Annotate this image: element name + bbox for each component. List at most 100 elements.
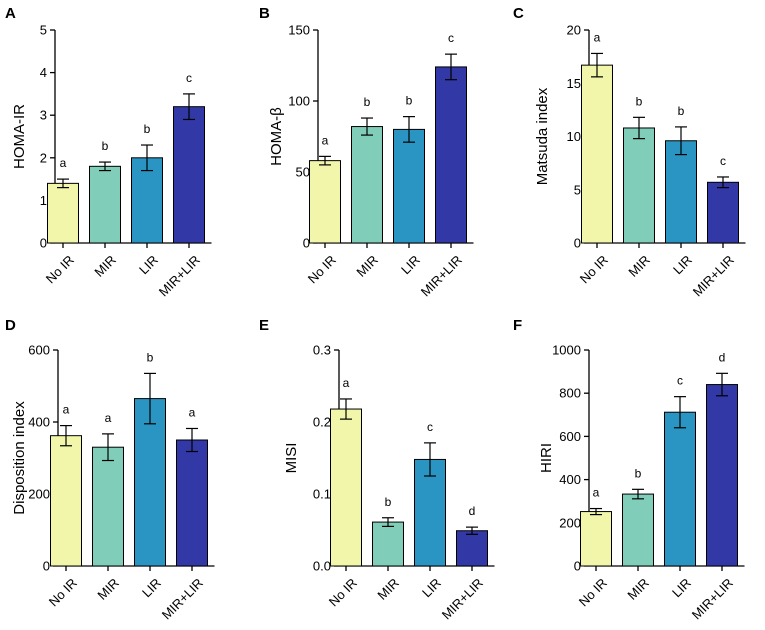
- x-tick-label-mir-lir: MIR+LIR: [439, 575, 486, 622]
- significance-label: b: [385, 495, 392, 509]
- y-tick-label: 3: [40, 108, 47, 123]
- bar-no-ir: [580, 511, 612, 567]
- panel-a: A 0 1 2 3 4 5 HOMA-IR a No IR b MIR b LIR c MIR+LIR: [5, 5, 212, 299]
- x-tick-label-mir-lir: MIR+LIR: [418, 252, 465, 299]
- x-tick-label-lir: LIR: [670, 252, 695, 277]
- panel-letter: F: [513, 317, 522, 334]
- y-tick-label: 0.1: [313, 487, 331, 502]
- bar-mir-lir: [707, 181, 739, 244]
- bar-lir: [664, 411, 696, 567]
- y-axis-label: HOMA-β: [268, 107, 285, 166]
- x-tick-label-mir-lir: MIR+LIR: [689, 575, 736, 622]
- bar-no-ir: [581, 64, 613, 244]
- significance-label: a: [63, 403, 70, 417]
- y-tick-label: 10: [567, 129, 581, 144]
- y-tick-label: 0.2: [313, 415, 331, 430]
- x-tick-label-lir: LIR: [419, 575, 444, 600]
- y-tick-label: 0.0: [313, 559, 331, 574]
- bar-mir: [92, 446, 124, 567]
- x-tick-label-mir: MIR: [625, 252, 652, 279]
- y-tick-label: 50: [296, 165, 310, 180]
- bar-mir: [89, 165, 121, 244]
- panel-d: D 0 200 400 600 Disposition index a No IR a MIR b L…: [5, 317, 215, 622]
- significance-label: d: [469, 504, 476, 518]
- y-tick-label: 1000: [552, 343, 581, 358]
- x-tick-label-mir-lir: MIR+LIR: [690, 252, 737, 299]
- y-tick-label: 200: [28, 487, 50, 502]
- x-tick-label-mir-lir: MIR+LIR: [156, 252, 203, 299]
- y-tick-label: 0: [303, 236, 310, 251]
- significance-label: c: [720, 154, 726, 168]
- y-axis-label: MISI: [283, 443, 300, 474]
- bar-mir-lir: [435, 66, 467, 244]
- bar-lir: [414, 458, 446, 567]
- panel-letter: C: [513, 5, 524, 22]
- y-axis-label: Disposition index: [11, 401, 28, 515]
- significance-label: a: [322, 133, 329, 147]
- bar-mir: [351, 126, 383, 244]
- y-axis-label: HOMA-IR: [11, 104, 28, 169]
- panel-letter: A: [5, 5, 16, 22]
- significance-label: c: [427, 420, 433, 434]
- x-tick-label-no-ir: No IR: [46, 575, 80, 609]
- y-tick-label: 5: [574, 182, 581, 197]
- significance-label: a: [60, 156, 67, 170]
- bar-lir: [134, 398, 166, 567]
- x-tick-label-no-ir: No IR: [326, 575, 360, 609]
- bar-mir-lir: [706, 384, 738, 567]
- x-tick-label-lir: LIR: [139, 575, 164, 600]
- bar-lir: [665, 140, 697, 244]
- significance-label: b: [678, 104, 685, 118]
- y-tick-label: 400: [559, 472, 581, 487]
- x-tick-label-no-ir: No IR: [576, 575, 610, 609]
- x-tick-label-lir: LIR: [669, 575, 694, 600]
- bar-no-ir: [50, 435, 82, 567]
- y-tick-label: 1: [40, 193, 47, 208]
- bar-mir-lir: [173, 106, 205, 244]
- significance-label: b: [636, 94, 643, 108]
- significance-label: b: [364, 95, 371, 109]
- y-tick-label: 2: [40, 150, 47, 165]
- significance-label: a: [593, 486, 600, 500]
- bar-mir-lir: [456, 530, 488, 567]
- y-tick-label: 600: [28, 343, 50, 358]
- significance-label: c: [186, 71, 192, 85]
- significance-label: a: [594, 30, 601, 44]
- x-tick-label-lir: LIR: [398, 252, 423, 277]
- significance-label: a: [105, 411, 112, 425]
- y-tick-label: 100: [288, 94, 310, 109]
- significance-label: d: [719, 350, 726, 364]
- x-tick-label-no-ir: No IR: [577, 252, 611, 286]
- panel-letter: E: [259, 317, 269, 334]
- y-tick-label: 4: [40, 65, 47, 80]
- y-axis-label: HIRI: [538, 443, 555, 473]
- panel-letter: B: [259, 5, 270, 22]
- bar-mir: [622, 493, 654, 567]
- significance-label: a: [343, 376, 350, 390]
- bar-lir: [393, 128, 425, 244]
- panel-c: C 0 5 10 15 20 Matsuda index a No IR b MIR b LIR c MIR…: [513, 5, 746, 299]
- significance-label: b: [144, 122, 151, 136]
- significance-label: b: [102, 139, 109, 153]
- y-tick-label: 20: [567, 23, 581, 38]
- panel-e: E 0.0 0.1 0.2 0.3 MISI a No IR b MIR c LIR d MIR+LIR: [259, 317, 495, 622]
- significance-label: b: [147, 350, 154, 364]
- significance-label: b: [635, 466, 642, 480]
- panel-letter: D: [5, 317, 16, 334]
- bar-mir: [623, 127, 655, 244]
- x-tick-label-mir: MIR: [91, 252, 118, 279]
- bar-mir-lir: [176, 439, 208, 567]
- x-tick-label-no-ir: No IR: [43, 252, 77, 286]
- panel-b: B 0 50 100 150 HOMA-β a No IR b MIR b LIR c MIR+LIR: [259, 5, 474, 299]
- y-tick-label: 0: [574, 559, 581, 574]
- significance-label: c: [677, 374, 683, 388]
- x-tick-label-mir: MIR: [94, 575, 121, 602]
- y-axis-label: Matsuda index: [534, 87, 551, 185]
- x-tick-label-no-ir: No IR: [305, 252, 339, 286]
- y-tick-label: 5: [40, 23, 47, 38]
- y-tick-label: 0: [43, 559, 50, 574]
- bar-no-ir: [309, 160, 341, 244]
- significance-label: a: [189, 405, 196, 419]
- y-tick-label: 400: [28, 415, 50, 430]
